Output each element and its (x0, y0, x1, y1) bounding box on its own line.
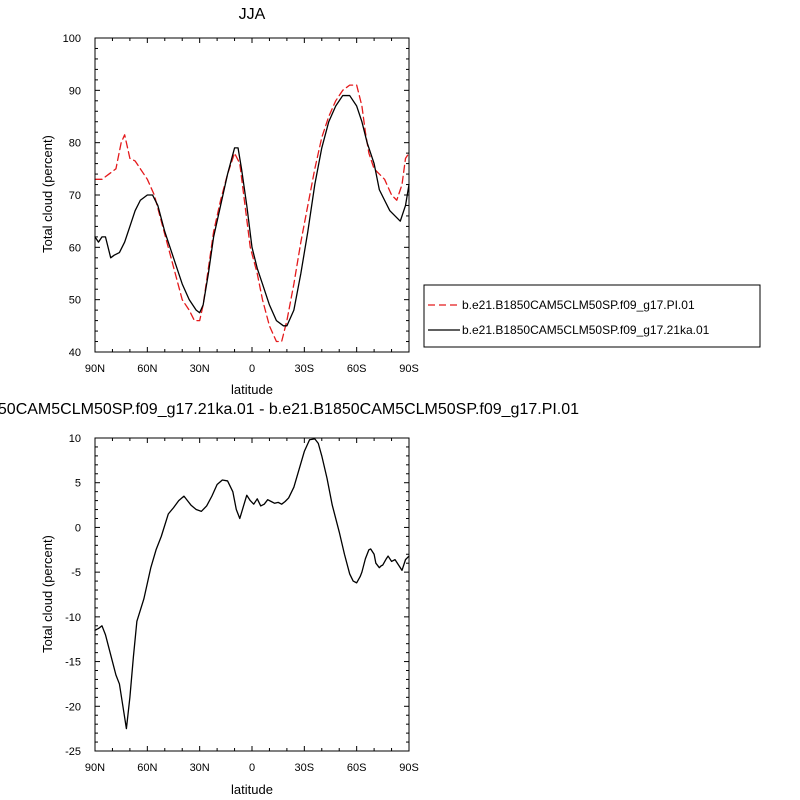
bottom-y-tick-label-5: 5 (75, 478, 81, 490)
legend-label-series-2: b.e21.B1850CAM5CLM50SP.f09_g17.21ka.01 (462, 323, 710, 337)
bottom-x-tick-label-60n: 60N (137, 762, 157, 774)
bottom-y-tick-label-10: -10 (65, 612, 81, 624)
top-x-tick-label-60n: 60N (137, 363, 157, 375)
top-y-tick-label-70: 70 (69, 190, 81, 202)
legend-box (423, 284, 761, 348)
top-y-tick-label-60: 60 (69, 242, 81, 254)
bottom-x-tick-label-30s: 30S (295, 762, 315, 774)
top-y-tick-label-40: 40 (69, 347, 81, 359)
bottom-chart-plot-area: 90N 60N 30N 0 30S 60S 90S -25 -20 -15 -10 -5 0 5 10 (65, 433, 419, 774)
top-chart-xlabel: latitude (231, 382, 273, 397)
bottom-x-tick-label-30n: 30N (190, 762, 210, 774)
top-series-line-2 (94, 94, 410, 327)
top-x-tick-label-60s: 60S (347, 363, 367, 375)
bottom-x-tick-label-60s: 60S (347, 762, 367, 774)
top-line-chart: JJA Total cloud (percent) latitude 90N 60… (40, 6, 419, 397)
top-plot-frame (94, 37, 410, 353)
top-y-tick-label-80: 80 (69, 138, 81, 150)
top-y-tick-label-90: 90 (69, 85, 81, 97)
top-chart-ylabel: Total cloud (percent) (40, 135, 55, 253)
bottom-y-tick-label-10: 10 (69, 433, 81, 445)
top-x-tick-label-90s: 90S (399, 363, 419, 375)
bottom-y-tick-label-20: -20 (65, 701, 81, 713)
bottom-chart-title: b.e21.B1850CAM5CLM50SP.f09_g17.21ka.01 -… (0, 401, 579, 418)
top-y-tick-label-100: 100 (63, 33, 81, 45)
bottom-chart-ylabel: Total cloud (percent) (40, 535, 55, 653)
top-y-tick-label-50: 50 (69, 295, 81, 307)
bottom-chart-xlabel: latitude (231, 782, 273, 797)
top-x-tick-label-0: 0 (249, 363, 255, 375)
bottom-y-tick-label-15: -15 (65, 657, 81, 669)
top-chart-plot-area: 90N 60N 30N 0 30S 60S 90S 40 50 60 70 80 90 100 (63, 33, 419, 375)
bottom-series-line-1 (94, 438, 410, 730)
top-chart-legend: b.e21.B1850CAM5CLM50SP.f09_g17.PI.01 b.e… (423, 284, 761, 348)
top-chart-title: JJA (239, 6, 266, 23)
top-x-tick-label-30s: 30S (295, 363, 315, 375)
bottom-x-tick-label-0: 0 (249, 762, 255, 774)
bottom-difference-chart: b.e21.B1850CAM5CLM50SP.f09_g17.21ka.01 -… (0, 401, 579, 797)
bottom-y-tick-label-25: -25 (65, 746, 81, 758)
top-x-tick-label-30n: 30N (190, 363, 210, 375)
bottom-y-tick-label-5: -5 (71, 567, 81, 579)
legend-label-series-1: b.e21.B1850CAM5CLM50SP.f09_g17.PI.01 (462, 298, 695, 312)
top-x-tick-label-90n: 90N (85, 363, 105, 375)
bottom-plot-frame (94, 437, 410, 752)
bottom-y-tick-label-0: 0 (75, 522, 81, 534)
bottom-x-tick-label-90s: 90S (399, 762, 419, 774)
bottom-x-tick-label-90n: 90N (85, 762, 105, 774)
